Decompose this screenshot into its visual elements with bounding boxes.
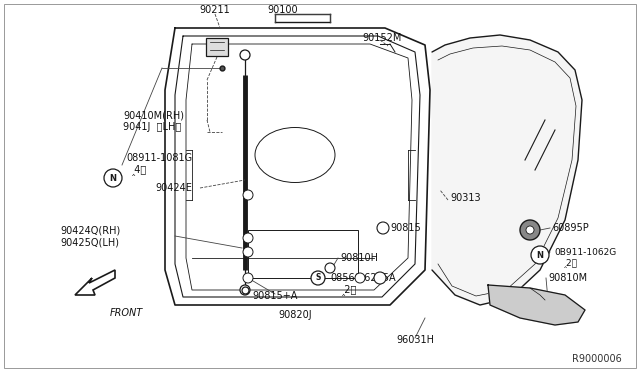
- Text: 0B911-1062G: 0B911-1062G: [554, 247, 616, 257]
- Text: 08566-6205A: 08566-6205A: [330, 273, 396, 283]
- Text: ‸2〉: ‸2〉: [342, 285, 357, 295]
- Text: 90815: 90815: [390, 223, 420, 233]
- Text: N: N: [536, 250, 543, 260]
- Text: 90425Q(LH): 90425Q(LH): [60, 237, 119, 247]
- Text: N: N: [109, 173, 116, 183]
- Circle shape: [243, 190, 253, 200]
- Circle shape: [243, 247, 253, 257]
- Text: S: S: [316, 273, 321, 282]
- Polygon shape: [75, 270, 115, 295]
- Polygon shape: [488, 285, 585, 325]
- Bar: [248, 230, 358, 278]
- Text: 96031H: 96031H: [396, 335, 434, 345]
- Bar: [206, 38, 228, 56]
- Circle shape: [104, 169, 122, 187]
- Circle shape: [243, 273, 253, 283]
- Circle shape: [243, 233, 253, 243]
- Text: 60895P: 60895P: [552, 223, 589, 233]
- Text: 90424E: 90424E: [155, 183, 192, 193]
- Text: 90810H: 90810H: [340, 253, 378, 263]
- Circle shape: [520, 220, 540, 240]
- Text: 90211: 90211: [200, 5, 230, 15]
- Text: ‸4〉: ‸4〉: [132, 164, 147, 176]
- Circle shape: [355, 273, 365, 283]
- Text: FRONT: FRONT: [110, 308, 143, 318]
- Circle shape: [374, 272, 386, 284]
- Text: 9041J  〈LH〉: 9041J 〈LH〉: [123, 122, 181, 132]
- Text: 90152M: 90152M: [362, 33, 401, 43]
- Text: 90100: 90100: [268, 5, 298, 15]
- Circle shape: [325, 263, 335, 273]
- Text: 90410M(RH): 90410M(RH): [123, 110, 184, 120]
- Text: 90424Q(RH): 90424Q(RH): [60, 225, 120, 235]
- Circle shape: [240, 50, 250, 60]
- Text: R9000006: R9000006: [572, 354, 622, 364]
- Circle shape: [377, 222, 389, 234]
- Text: 90815+A: 90815+A: [252, 291, 298, 301]
- Polygon shape: [432, 35, 582, 305]
- Text: 90810M: 90810M: [548, 273, 587, 283]
- Text: 90313: 90313: [450, 193, 481, 203]
- Circle shape: [240, 285, 250, 295]
- Circle shape: [531, 246, 549, 264]
- Circle shape: [526, 226, 534, 234]
- Text: ‸2〉: ‸2〉: [564, 260, 578, 269]
- Circle shape: [311, 271, 325, 285]
- Text: 08911-1081G: 08911-1081G: [126, 153, 192, 163]
- Text: 90820J: 90820J: [278, 310, 312, 320]
